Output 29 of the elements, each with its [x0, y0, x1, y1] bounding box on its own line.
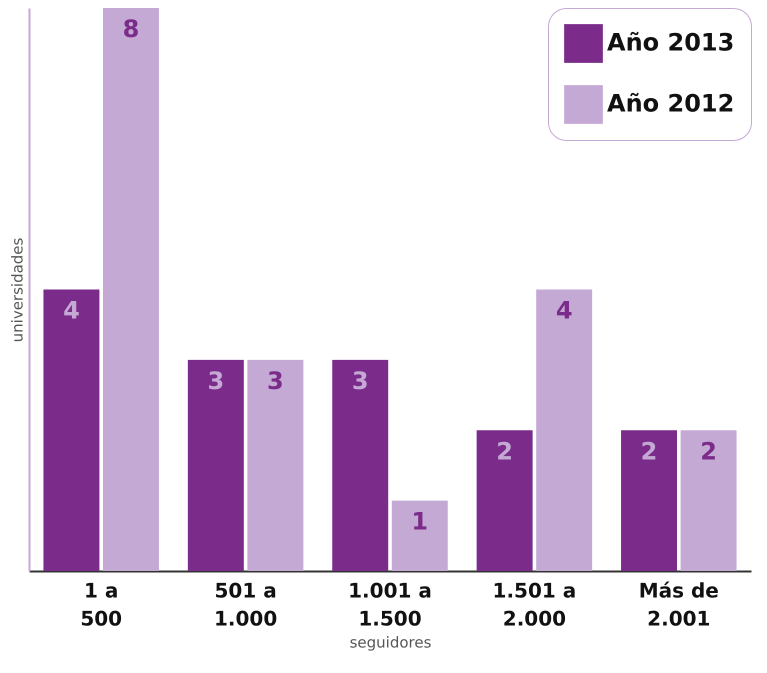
x-tick-label: Más de 2.001: [638, 578, 719, 630]
y-axis-title: universidades: [8, 237, 26, 342]
data-label: 4: [63, 296, 80, 324]
bar: [188, 360, 244, 571]
x-axis-title: seguidores: [350, 634, 432, 652]
data-label: 3: [267, 366, 284, 395]
legend-label: Año 2012: [607, 90, 734, 118]
bar: [536, 290, 592, 571]
data-label: 2: [496, 437, 513, 466]
bar: [332, 360, 388, 571]
bar: [392, 500, 448, 571]
data-label: 3: [207, 366, 224, 395]
data-label: 3: [352, 366, 369, 395]
data-label: 4: [556, 296, 573, 324]
legend-label: Año 2013: [607, 28, 734, 56]
bar: [43, 290, 100, 571]
data-label: 2: [700, 437, 717, 466]
x-tick-label: 1.001 a 1.500: [348, 578, 432, 630]
bar: [476, 430, 533, 571]
x-tick-label: 1.501 a 2.000: [492, 578, 576, 630]
bar: [247, 360, 304, 571]
data-label: 2: [640, 437, 658, 466]
bar: [621, 430, 678, 571]
bar: [680, 430, 737, 571]
x-tick-label: 501 a 1.000: [214, 578, 278, 630]
bar: [102, 8, 159, 571]
data-label: 8: [122, 15, 140, 43]
x-tick-label: 1 a 500: [80, 578, 122, 630]
data-label: 1: [411, 508, 428, 536]
